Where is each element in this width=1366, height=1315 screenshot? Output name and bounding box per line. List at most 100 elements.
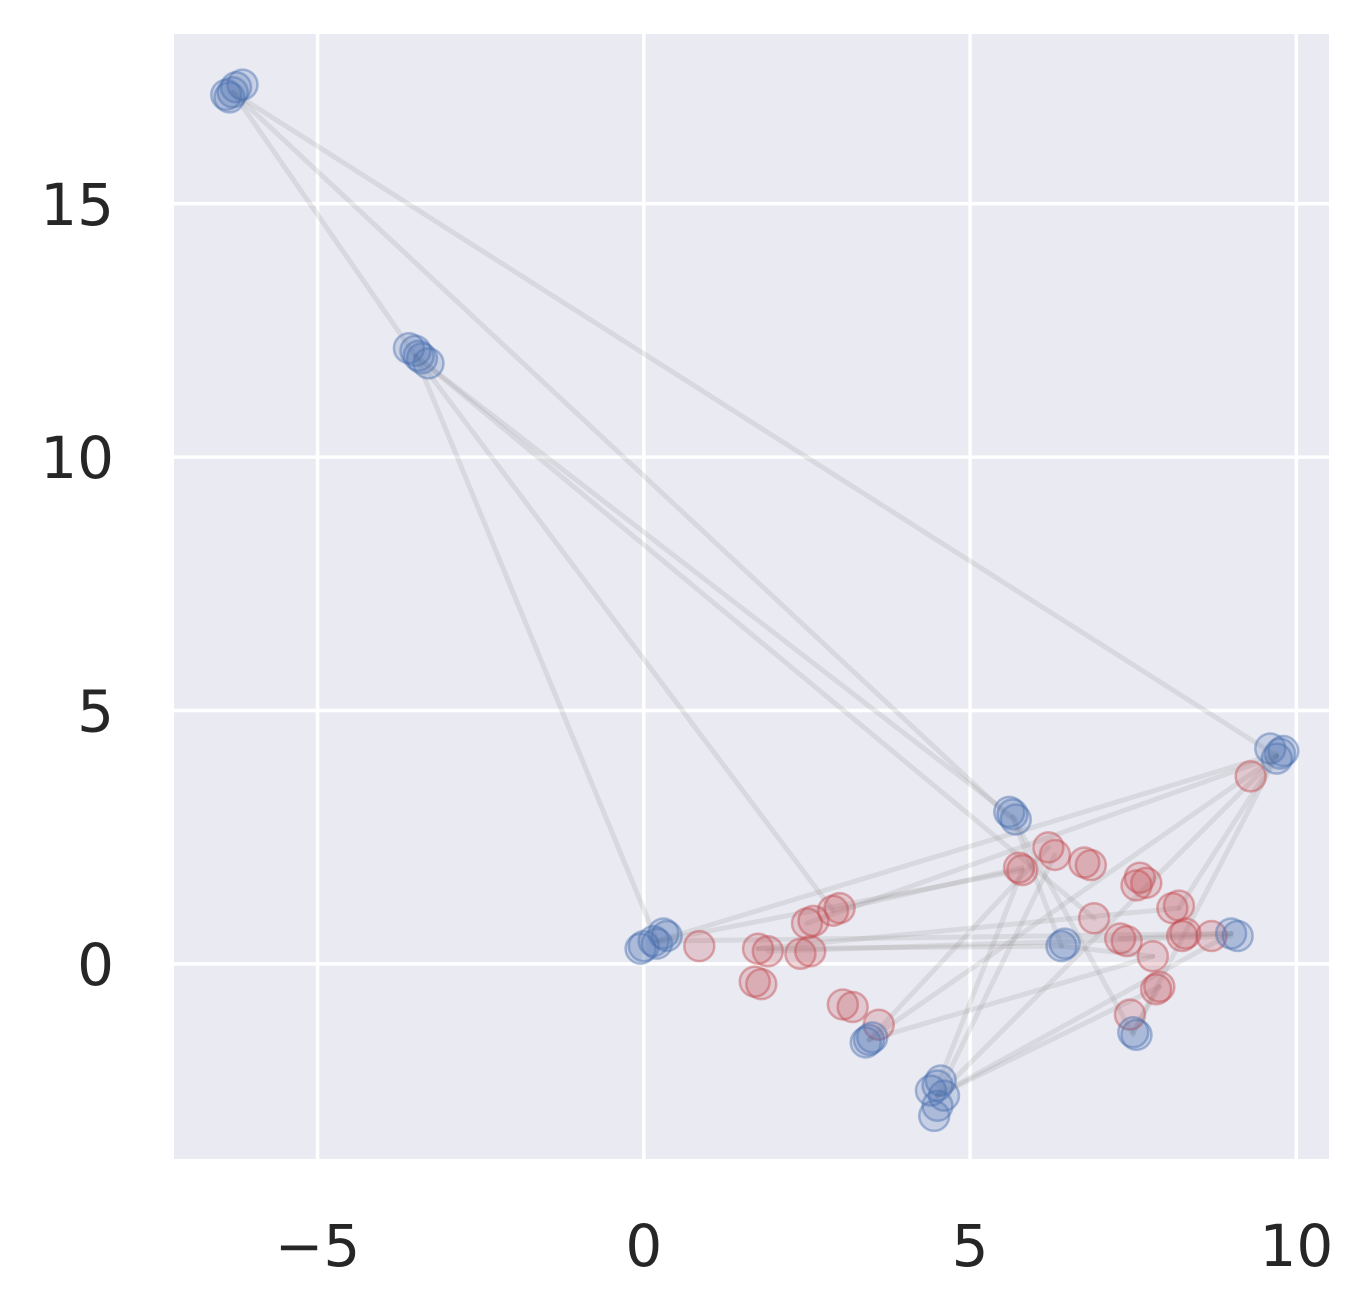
red-point: [1123, 861, 1157, 894]
red-point: [1006, 853, 1039, 887]
blue-point: [412, 347, 445, 380]
connection-line: [1130, 753, 1280, 1035]
connection-line: [654, 867, 1025, 944]
x-tick-label: 10: [1259, 1212, 1333, 1280]
connection-line: [934, 753, 1280, 1099]
connection-line: [412, 353, 660, 944]
x-tick-label: 5: [952, 1212, 989, 1280]
x-tick-label: −5: [275, 1212, 361, 1280]
blue-point: [1221, 919, 1254, 953]
connection-line: [654, 930, 1234, 944]
red-point: [816, 894, 850, 927]
connection-line: [866, 753, 1280, 1043]
red-point: [793, 934, 827, 968]
blue-point: [405, 342, 439, 375]
blue-point: [993, 795, 1026, 829]
grid-lines: [174, 34, 1329, 1159]
blue-point: [1120, 1018, 1153, 1052]
red-point: [1143, 970, 1176, 1003]
blue-point: [1045, 929, 1078, 963]
red-point: [1002, 851, 1036, 884]
blue-point: [849, 1026, 882, 1059]
red-point: [1103, 922, 1137, 955]
red-point: [790, 907, 824, 940]
red-point: [745, 967, 778, 1001]
y-tick-label: 5: [77, 678, 114, 746]
connection-line: [866, 953, 1156, 1043]
red-point: [1032, 831, 1065, 864]
x-tick-label: 0: [625, 1212, 662, 1280]
connection-line: [1010, 814, 1064, 949]
data-points: [209, 68, 1300, 1133]
blue-point: [624, 932, 657, 965]
red-point: [1068, 846, 1101, 879]
red-point: [826, 988, 860, 1021]
y-tick-label: 10: [40, 424, 114, 492]
blue-point: [399, 334, 432, 367]
connection-line: [1130, 984, 1162, 1035]
red-point: [1074, 848, 1108, 882]
connection-line: [412, 353, 836, 914]
red-point: [751, 934, 785, 968]
connection-line: [1117, 930, 1234, 942]
red-point: [1120, 869, 1153, 902]
blue-point: [852, 1023, 886, 1057]
connection-line: [419, 358, 1097, 921]
connection-line: [230, 89, 418, 359]
blue-point: [921, 1069, 954, 1102]
blue-point: [209, 78, 243, 112]
red-point: [836, 990, 869, 1024]
connection-line: [755, 905, 1182, 952]
blue-point: [999, 803, 1033, 836]
blue-point: [914, 1074, 948, 1107]
red-point: [738, 965, 772, 998]
blue-point: [402, 339, 435, 373]
connection-line: [934, 852, 1058, 1099]
connection-line: [230, 89, 1012, 820]
blue-point: [921, 1089, 954, 1123]
blue-point: [1260, 742, 1294, 775]
red-point: [1110, 924, 1143, 958]
connection-line: [934, 930, 1234, 1099]
blue-point: [627, 929, 661, 963]
blue-point: [1267, 734, 1300, 768]
red-point: [797, 904, 830, 938]
connection-line: [830, 865, 1025, 914]
red-point: [823, 891, 856, 925]
connection-line: [866, 844, 1051, 1043]
blue-point: [1048, 927, 1081, 960]
red-point: [784, 937, 817, 971]
connection-line: [934, 867, 1025, 1089]
red-point: [741, 932, 775, 965]
red-point: [1165, 919, 1199, 953]
blue-point: [1263, 737, 1297, 770]
connection-line: [765, 933, 1234, 954]
blue-point: [213, 81, 246, 114]
blue-point: [219, 70, 253, 104]
blue-point: [927, 1079, 961, 1112]
connection-line: [804, 753, 1280, 926]
connection-line: [1058, 943, 1156, 959]
blue-point: [924, 1064, 957, 1097]
blue-point: [216, 76, 249, 109]
red-point: [1195, 919, 1228, 953]
blue-point: [1254, 732, 1287, 765]
y-tick-label: 0: [77, 931, 114, 999]
connection-line: [412, 353, 1019, 822]
connection-line: [755, 943, 1064, 952]
connection-line: [1176, 753, 1280, 911]
blue-point: [917, 1099, 951, 1133]
red-point: [1139, 972, 1173, 1006]
blue-point: [996, 798, 1029, 831]
y-axis-tick-labels: 0 5 10 15: [40, 171, 114, 999]
connection-line: [230, 89, 1280, 759]
blue-point: [637, 924, 670, 958]
x-axis-tick-labels: −5 0 5 10: [275, 1212, 1333, 1280]
connection-line: [654, 751, 1280, 944]
connection-line: [1010, 814, 1136, 1038]
red-point: [1162, 889, 1196, 922]
red-point: [862, 1008, 895, 1041]
y-tick-label: 15: [40, 171, 114, 239]
